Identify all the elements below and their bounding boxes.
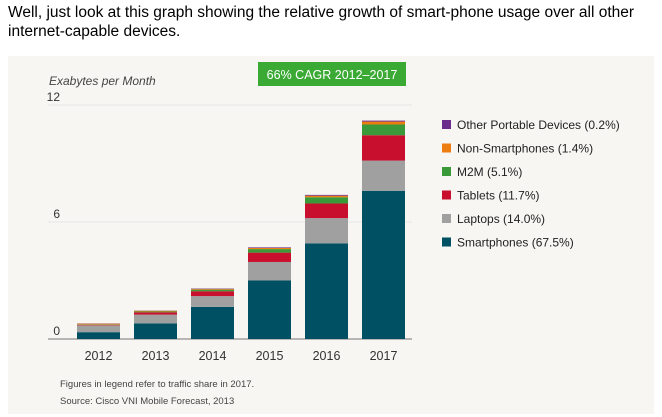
x-tick-label: 2015 bbox=[256, 349, 284, 363]
y-axis-label: Exabytes per Month bbox=[49, 74, 156, 88]
bar-2017-smartphones bbox=[362, 190, 405, 339]
bar-2014-smartphones bbox=[191, 306, 234, 339]
bar-2016-non-smartphones bbox=[305, 195, 348, 198]
bar-2014-laptops bbox=[191, 296, 234, 307]
legend-swatch bbox=[442, 143, 451, 153]
bar-2015-smartphones bbox=[248, 280, 291, 339]
y-tick-label: 12 bbox=[47, 90, 61, 104]
legend-swatch bbox=[442, 237, 451, 247]
bar-2016-m2m bbox=[305, 197, 348, 204]
bar-2017-non-smartphones bbox=[362, 121, 405, 125]
bar-2017-other-portable-devices bbox=[362, 120, 405, 122]
y-axis-tick-labels: 0 6 12 bbox=[47, 90, 61, 338]
bar-2013-tablets bbox=[134, 312, 177, 315]
legend-label: M2M (5.1%) bbox=[457, 165, 522, 179]
bar-2013-non-smartphones bbox=[134, 310, 177, 312]
cagr-badge-label: 66% CAGR 2012–2017 bbox=[267, 68, 398, 82]
bar-2015-tablets bbox=[248, 252, 291, 262]
legend-label: Other Portable Devices (0.2%) bbox=[457, 118, 620, 132]
legend-label: Laptops (14.0%) bbox=[457, 212, 545, 226]
bar-2013-m2m bbox=[134, 311, 177, 313]
x-tick-label: 2014 bbox=[199, 349, 227, 363]
bar-2014-tablets bbox=[191, 291, 234, 297]
bar-2017-laptops bbox=[362, 160, 405, 191]
page-caption: Well, just look at this graph showing th… bbox=[8, 4, 635, 40]
bar-2016-tablets bbox=[305, 203, 348, 219]
footnote-share: Figures in legend refer to traffic share… bbox=[60, 379, 254, 390]
legend-label: Smartphones (67.5%) bbox=[457, 236, 574, 250]
x-tick-label: 2017 bbox=[370, 349, 398, 363]
chart-legend: Other Portable Devices (0.2%) Non-Smartph… bbox=[442, 118, 620, 250]
x-tick-label: 2012 bbox=[85, 349, 113, 363]
bar-2012-smartphones bbox=[77, 332, 120, 339]
legend-swatch bbox=[442, 120, 451, 129]
legend-swatch bbox=[442, 190, 451, 200]
legend-label: Non-Smartphones (1.4%) bbox=[457, 142, 593, 156]
bar-2012-non-smartphones bbox=[77, 323, 120, 325]
bar-2012-laptops bbox=[77, 325, 120, 333]
legend-label: Tablets (11.7%) bbox=[457, 189, 539, 203]
legend-swatch bbox=[442, 167, 451, 176]
bar-2017-m2m bbox=[362, 124, 405, 136]
x-tick-label: 2016 bbox=[313, 349, 341, 363]
bar-2015-laptops bbox=[248, 261, 291, 281]
bar-2017-tablets bbox=[362, 135, 405, 161]
bar-2014-m2m bbox=[191, 289, 234, 292]
footnote-source: Source: Cisco VNI Mobile Forecast, 2013 bbox=[60, 396, 234, 407]
bar-2013-laptops bbox=[134, 314, 177, 324]
stacked-bar-chart: Exabytes per Month 66% CAGR 2012–2017 20… bbox=[47, 62, 620, 407]
legend-swatch bbox=[442, 214, 451, 223]
chart-panel: Exabytes per Month 66% CAGR 2012–2017 20… bbox=[8, 56, 654, 414]
bar-2015-non-smartphones bbox=[248, 247, 291, 250]
x-tick-label: 2013 bbox=[142, 349, 170, 363]
y-tick-label: 0 bbox=[53, 324, 60, 338]
bar-2016-smartphones bbox=[305, 243, 348, 339]
y-tick-label: 6 bbox=[53, 207, 60, 221]
bar-2016-laptops bbox=[305, 218, 348, 244]
chart-bars bbox=[77, 120, 405, 339]
cagr-badge: 66% CAGR 2012–2017 bbox=[258, 62, 406, 86]
bar-2015-m2m bbox=[248, 249, 291, 253]
bar-2013-smartphones bbox=[134, 323, 177, 339]
bar-2014-non-smartphones bbox=[191, 288, 234, 290]
bar-2016-other-portable-devices bbox=[305, 194, 348, 196]
bar-2012-tablets bbox=[77, 324, 120, 326]
bar-2015-other-portable-devices bbox=[248, 247, 291, 248]
x-axis-tick-labels: 2012 2013 2014 2015 2016 2017 bbox=[85, 349, 398, 363]
